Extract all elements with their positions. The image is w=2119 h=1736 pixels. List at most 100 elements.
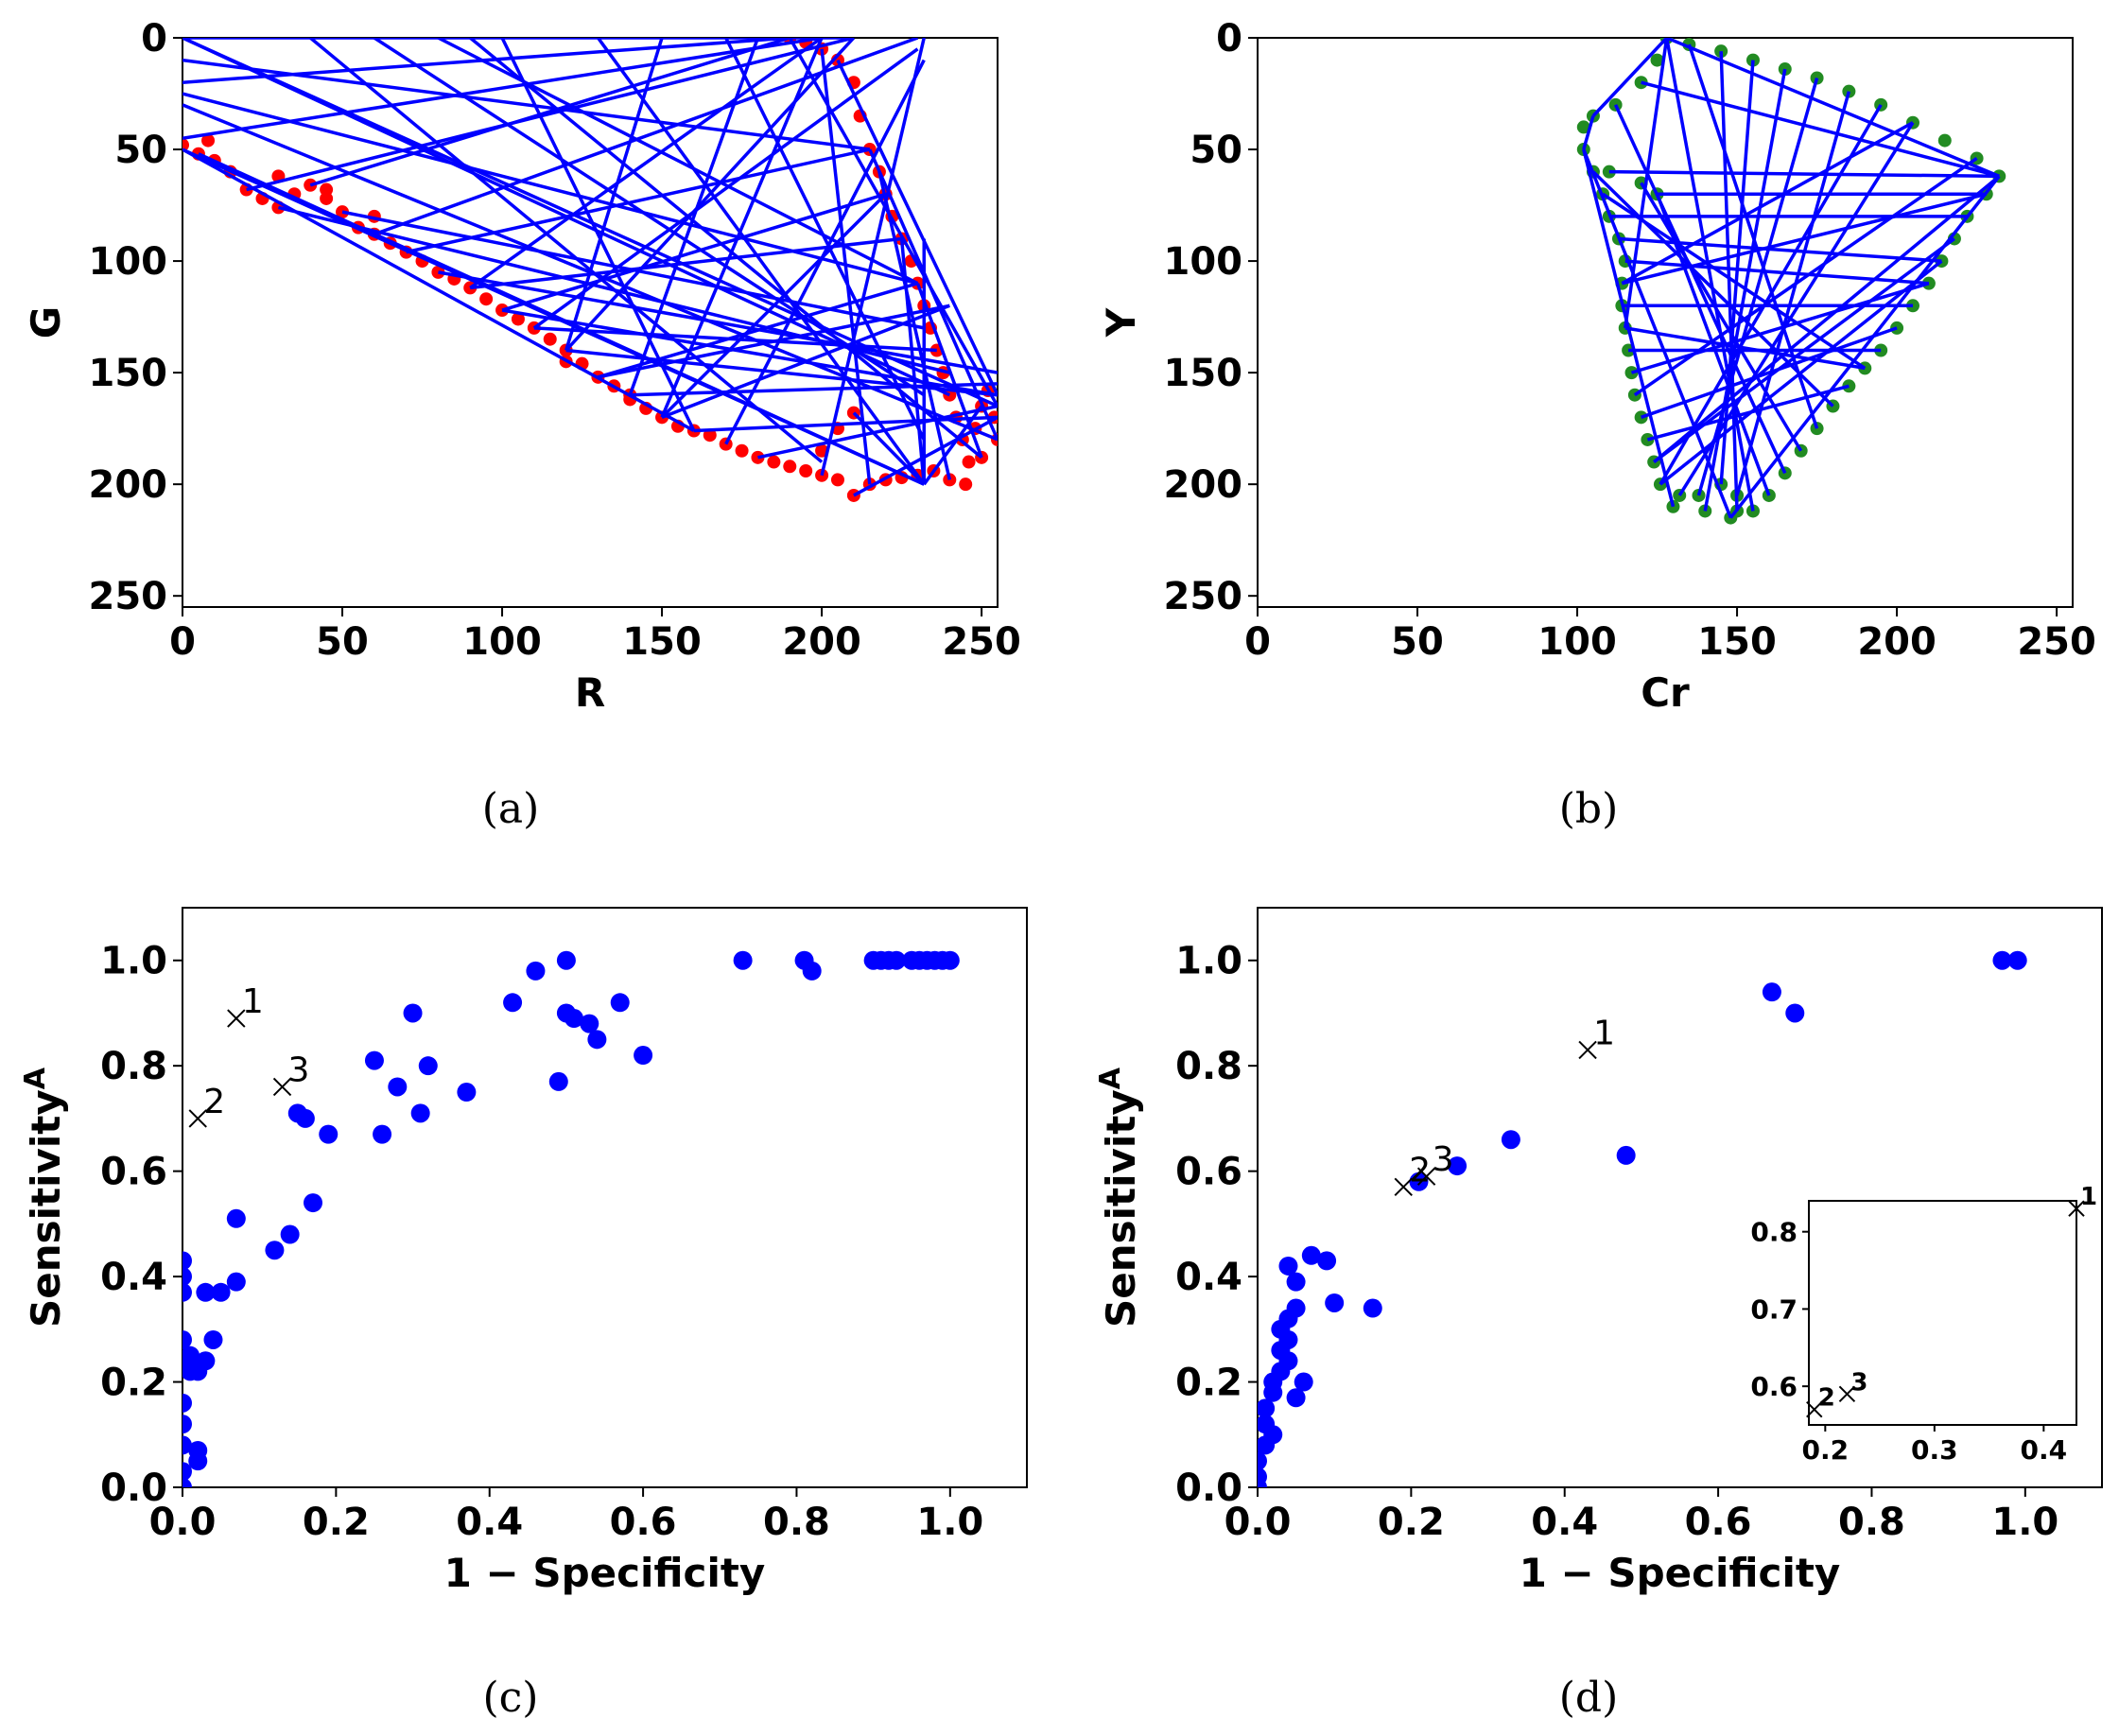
data-point bbox=[735, 443, 749, 458]
data-point bbox=[304, 1193, 323, 1213]
x-tick-label: 150 bbox=[1697, 620, 1777, 664]
hull-segment bbox=[1618, 236, 1942, 263]
y-tick-label: 0 bbox=[141, 17, 167, 61]
hull-segment bbox=[598, 304, 950, 379]
hull-segment bbox=[1728, 175, 2001, 519]
data-point bbox=[2007, 950, 2027, 970]
hull-segment bbox=[922, 405, 983, 486]
x-tick-label: 1.0 bbox=[1991, 1501, 2058, 1544]
plot-area bbox=[1576, 38, 2006, 525]
y-tick-label: 0.4 bbox=[100, 1256, 167, 1299]
x-tick-label: 0.4 bbox=[456, 1501, 523, 1544]
y-tick-label: 150 bbox=[89, 352, 168, 395]
data-point bbox=[564, 1009, 584, 1029]
inset-plot: 0.2 0.3 0.4 0.6 0.7 0.8 1 23 bbox=[1750, 1183, 2097, 1466]
operating-point-label: 1 bbox=[1593, 1014, 1615, 1052]
x-tick-label: 0.6 bbox=[1685, 1501, 1752, 1544]
data-point bbox=[767, 455, 781, 469]
data-point bbox=[295, 1108, 315, 1128]
hull-segment bbox=[630, 382, 998, 397]
inset-y-tick-label: 0.6 bbox=[1750, 1371, 1798, 1402]
hull-segment bbox=[1582, 115, 1595, 150]
data-point bbox=[1258, 1467, 1267, 1486]
data-point bbox=[733, 950, 753, 970]
data-point bbox=[962, 455, 976, 469]
hull-segment bbox=[836, 59, 998, 396]
panel-d: 0.0 0.2 0.4 0.6 0.8 1.0 0.0 0.2 0.4 0.6 0.8 1.0 1 − … bbox=[1094, 907, 2103, 1722]
x-tick-label: 50 bbox=[1391, 620, 1444, 664]
y-tick-label: 100 bbox=[1164, 240, 1243, 284]
plot-area bbox=[182, 950, 960, 1487]
data-point bbox=[556, 950, 576, 970]
y-axis-label-text: Sensitivity bbox=[1098, 1089, 1144, 1328]
hull-segment bbox=[1719, 51, 1739, 512]
inset-y-tick-label: 0.7 bbox=[1750, 1293, 1798, 1325]
y-tick-label: 50 bbox=[114, 129, 167, 172]
operating-point-label: 3 bbox=[1433, 1140, 1454, 1179]
hull-segment bbox=[660, 38, 824, 419]
hull-segment bbox=[693, 415, 998, 433]
inset-marker-label: 1 bbox=[2080, 1183, 2097, 1211]
x-tick-label: 0.2 bbox=[1378, 1501, 1445, 1544]
data-point bbox=[280, 1224, 300, 1244]
data-point bbox=[587, 1030, 607, 1050]
hull-segment bbox=[820, 38, 926, 477]
data-point bbox=[211, 1282, 231, 1302]
hull-segment bbox=[915, 283, 983, 459]
data-point bbox=[182, 138, 189, 152]
x-tick-label: 100 bbox=[1537, 620, 1617, 664]
y-axis-label-text: Sensitivity bbox=[23, 1089, 69, 1328]
x-axis-label: R bbox=[575, 669, 605, 716]
inset-marker-label: 3 bbox=[1850, 1368, 1867, 1397]
inset-marker-label: 2 bbox=[1818, 1384, 1835, 1413]
data-point bbox=[703, 428, 717, 443]
y-tick-label: 0 bbox=[1216, 17, 1242, 61]
panel-c: 0.0 0.2 0.4 0.6 0.8 1.0 0.0 0.2 0.4 0.6 0.8 1.0 1 − … bbox=[19, 907, 1028, 1722]
data-point bbox=[802, 961, 822, 981]
x-tick-label: 0.2 bbox=[303, 1501, 370, 1544]
hull-segment bbox=[1608, 169, 2000, 179]
data-point bbox=[320, 182, 334, 197]
data-point bbox=[388, 1077, 408, 1097]
hull-segment bbox=[1631, 282, 1930, 374]
y-tick-label: 200 bbox=[89, 463, 168, 507]
y-tick-label: 0.4 bbox=[1175, 1256, 1242, 1299]
y-tick-label: 250 bbox=[89, 575, 168, 618]
hull-segment bbox=[724, 59, 926, 445]
data-point bbox=[319, 1124, 339, 1144]
plot-area bbox=[182, 38, 998, 502]
hull-segment bbox=[1719, 60, 1755, 485]
y-tick-label: 150 bbox=[1164, 352, 1243, 395]
inset-x-tick-label: 0.3 bbox=[1911, 1434, 1958, 1466]
data-point bbox=[799, 463, 813, 477]
hull-segment bbox=[1591, 170, 1834, 408]
data-point bbox=[1286, 1272, 1306, 1292]
data-point bbox=[1317, 1251, 1337, 1271]
plot-area bbox=[1258, 950, 2027, 1487]
data-point bbox=[1286, 1388, 1306, 1408]
x-tick-label: 0.0 bbox=[1225, 1501, 1292, 1544]
y-axis-label: G bbox=[23, 306, 69, 339]
hull-segment bbox=[246, 38, 855, 192]
data-point bbox=[830, 473, 844, 487]
data-point bbox=[543, 332, 557, 346]
panel-caption: (b) bbox=[1559, 785, 1619, 833]
data-point bbox=[548, 1071, 568, 1091]
data-point bbox=[1650, 53, 1664, 67]
x-tick-label: 1.0 bbox=[916, 1501, 983, 1544]
hull-segment bbox=[1696, 78, 1819, 496]
y-axis-label: Y bbox=[1098, 307, 1144, 338]
data-point bbox=[265, 1241, 285, 1260]
x-tick-label: 100 bbox=[462, 620, 542, 664]
hull-segment bbox=[724, 38, 926, 441]
data-point bbox=[1301, 1245, 1321, 1265]
operating-point-marker bbox=[1416, 1167, 1436, 1186]
hull-segment bbox=[820, 48, 872, 485]
data-point bbox=[1294, 1372, 1313, 1392]
x-axis-label: 1 − Specificity bbox=[1520, 1550, 1841, 1596]
operating-point-marker bbox=[227, 1009, 246, 1028]
hull-segment bbox=[852, 411, 926, 486]
